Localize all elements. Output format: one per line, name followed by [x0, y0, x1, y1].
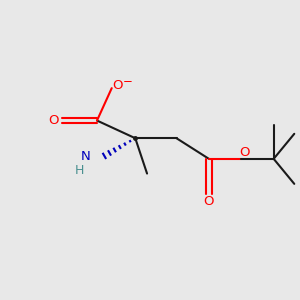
Text: O: O [112, 79, 122, 92]
Text: H: H [75, 164, 84, 176]
Text: −: − [122, 75, 132, 88]
Text: N: N [81, 150, 91, 163]
Text: O: O [240, 146, 250, 159]
Text: O: O [204, 195, 214, 208]
Text: O: O [48, 114, 59, 127]
